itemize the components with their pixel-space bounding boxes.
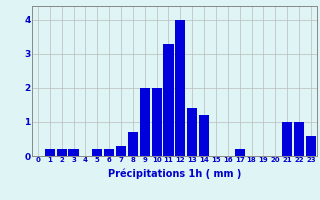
Bar xyxy=(164,44,173,156)
X-axis label: Précipitations 1h ( mm ): Précipitations 1h ( mm ) xyxy=(108,169,241,179)
Bar xyxy=(104,149,114,156)
Bar xyxy=(306,136,316,156)
Bar xyxy=(199,115,209,156)
Bar xyxy=(152,88,162,156)
Bar xyxy=(92,149,102,156)
Bar xyxy=(187,108,197,156)
Bar xyxy=(128,132,138,156)
Bar xyxy=(116,146,126,156)
Bar xyxy=(57,149,67,156)
Bar xyxy=(45,149,55,156)
Bar xyxy=(282,122,292,156)
Bar xyxy=(140,88,150,156)
Bar xyxy=(68,149,79,156)
Bar xyxy=(294,122,304,156)
Bar xyxy=(175,20,185,156)
Bar xyxy=(235,149,245,156)
